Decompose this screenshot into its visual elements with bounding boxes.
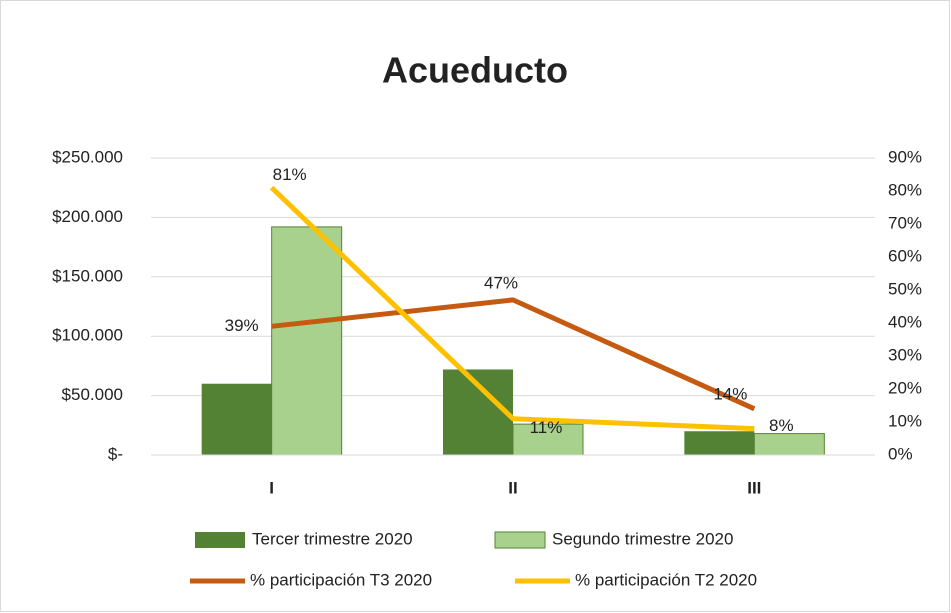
y2-tick-label: 0% bbox=[888, 444, 913, 463]
data-label: 8% bbox=[769, 416, 794, 435]
data-label: 39% bbox=[225, 316, 259, 335]
bar bbox=[201, 383, 272, 455]
legend-label: % participación T3 2020 bbox=[250, 570, 432, 589]
x-tick-label: I bbox=[269, 478, 274, 497]
data-label: 81% bbox=[273, 165, 307, 184]
legend-label: % participación T2 2020 bbox=[575, 570, 757, 589]
legend-label: Segundo trimestre 2020 bbox=[552, 529, 733, 548]
y-tick-label: $100.000 bbox=[52, 326, 123, 345]
y-tick-label: $250.000 bbox=[52, 147, 123, 166]
legend-swatch bbox=[195, 532, 245, 548]
y2-tick-label: 90% bbox=[888, 147, 922, 166]
line-series bbox=[271, 297, 756, 412]
x-tick-label: III bbox=[747, 478, 761, 497]
legend-label: Tercer trimestre 2020 bbox=[252, 529, 413, 548]
y2-tick-label: 70% bbox=[888, 213, 922, 232]
y-tick-label: $- bbox=[108, 444, 123, 463]
y2-tick-label: 60% bbox=[888, 246, 922, 265]
y2-tick-label: 10% bbox=[888, 411, 922, 430]
y-tick-label: $200.000 bbox=[52, 207, 123, 226]
x-tick-label: II bbox=[508, 478, 517, 497]
data-label: 14% bbox=[713, 384, 747, 403]
y-tick-label: $150.000 bbox=[52, 266, 123, 285]
data-label: 47% bbox=[484, 273, 518, 292]
y2-tick-label: 80% bbox=[888, 180, 922, 199]
bar bbox=[271, 226, 343, 456]
y2-tick-label: 30% bbox=[888, 345, 922, 364]
y2-tick-label: 50% bbox=[888, 279, 922, 298]
chart-title: Acueducto bbox=[382, 50, 568, 91]
line-series bbox=[269, 185, 755, 432]
y2-tick-label: 40% bbox=[888, 312, 922, 331]
data-label: 11% bbox=[530, 418, 563, 437]
bar bbox=[684, 431, 755, 455]
y-tick-label: $50.000 bbox=[62, 385, 123, 404]
bar bbox=[753, 433, 825, 456]
y2-tick-label: 20% bbox=[888, 378, 922, 397]
legend-swatch bbox=[494, 531, 546, 549]
